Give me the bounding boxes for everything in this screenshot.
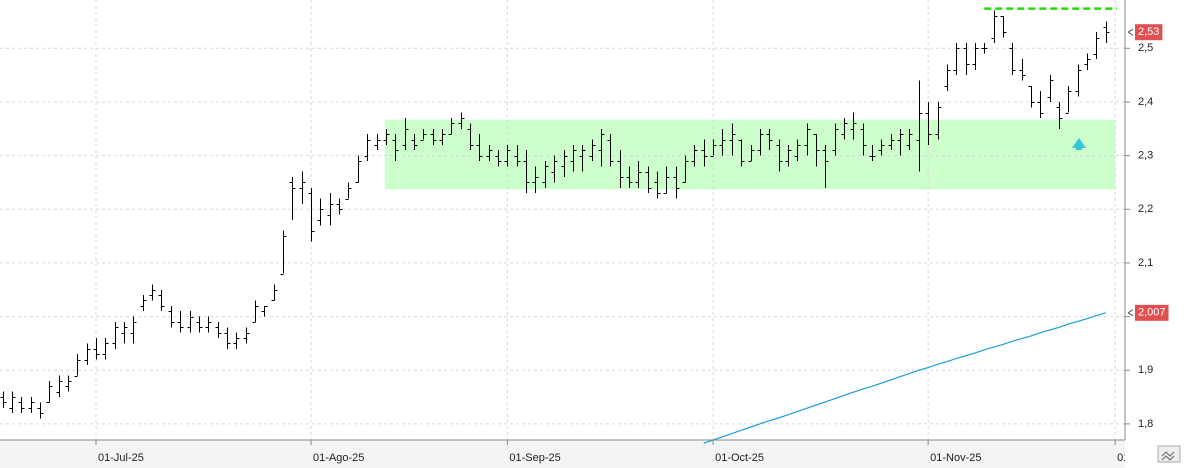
- price-label: 2,53: [1138, 26, 1159, 38]
- y-tick-label: 2,5: [1138, 42, 1153, 54]
- price-pointer: [1127, 309, 1134, 317]
- x-tick-label: 01-Dic-25: [1117, 452, 1165, 464]
- price-zone: [384, 119, 1116, 190]
- x-tick-label: 01-Sep-25: [509, 452, 560, 464]
- x-tick-label: 01-Jul-25: [98, 452, 144, 464]
- scale-icon: [1161, 451, 1175, 461]
- x-tick-label: 01-Nov-25: [930, 452, 981, 464]
- price-label-box: [1135, 24, 1163, 41]
- x-tick-label: 01-Oct-25: [715, 452, 764, 464]
- x-axis-strip: [0, 440, 1125, 468]
- price-label-box: [1135, 304, 1169, 321]
- up-arrow-icon: [1072, 138, 1086, 150]
- y-tick-label: 2,4: [1138, 96, 1153, 108]
- y-tick-label: 1,9: [1138, 364, 1153, 376]
- y-tick-label: 1,8: [1138, 418, 1153, 430]
- price-label: 2,007: [1138, 307, 1166, 319]
- moving-average-line: [703, 312, 1106, 444]
- y-tick-label: 2,3: [1138, 150, 1153, 162]
- plot-area: 01-Jul-25 01-Ago-25 01-Sep-25 01-Oct-25 01-N…: [0, 0, 1165, 464]
- y-tick-label: 2,1: [1138, 257, 1153, 269]
- x-tick-label: 01-Ago-25: [313, 452, 364, 464]
- y-tick-label: 2,2: [1138, 203, 1153, 215]
- price-pointer: [1127, 28, 1134, 36]
- y-axis-panel: [1125, 0, 1191, 468]
